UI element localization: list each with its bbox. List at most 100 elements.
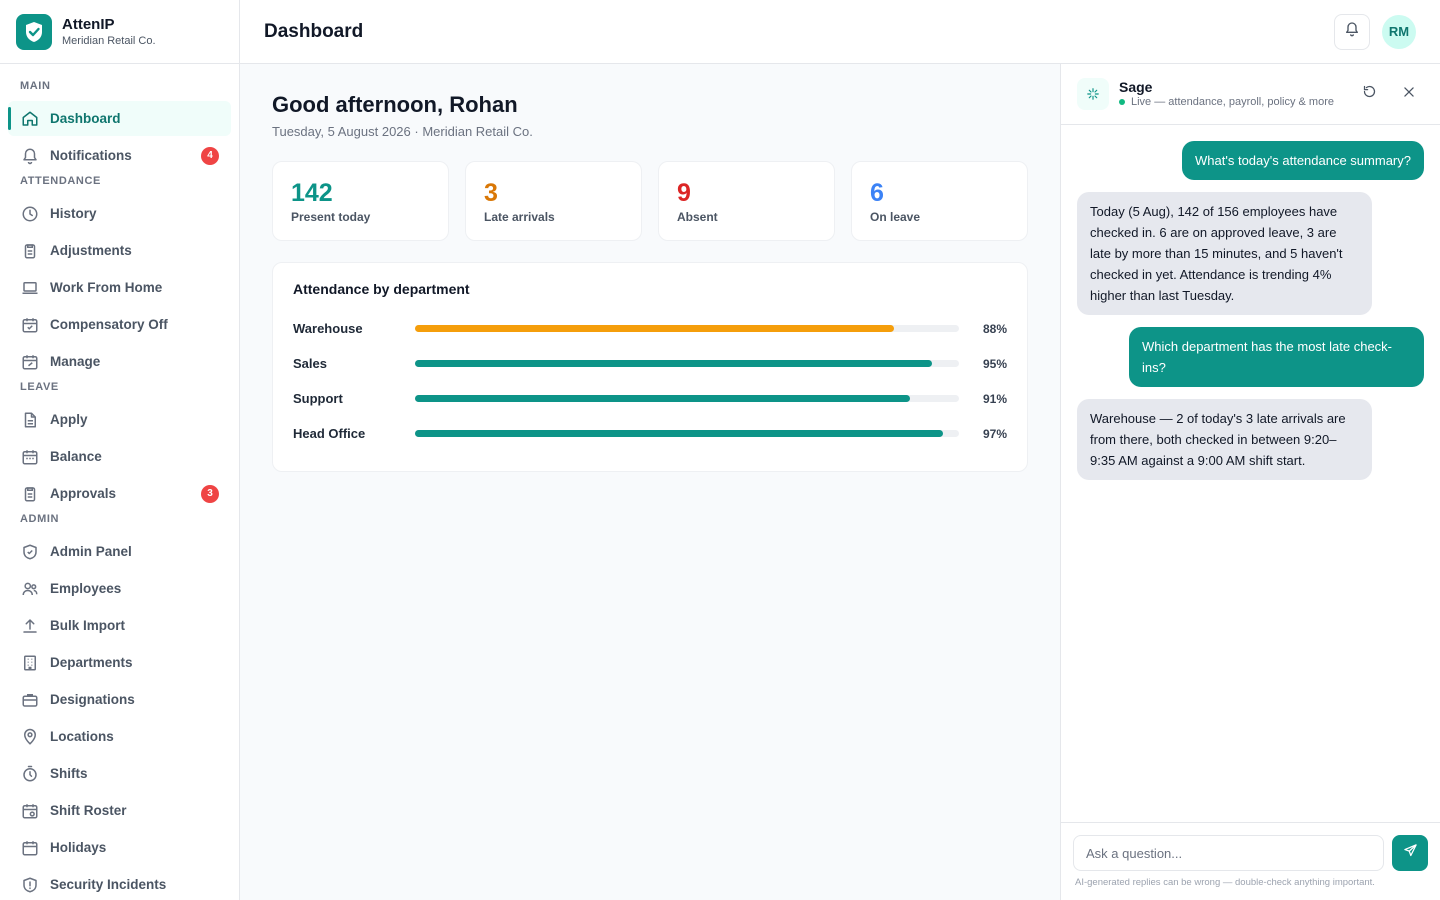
stat-value: 3 [484,179,498,207]
department-row: Sales 95% [293,346,1007,381]
sidebar-item-security-incidents[interactable]: Security Incidents [8,867,231,900]
calendar-clock-icon [20,801,40,821]
bell-icon [20,146,40,166]
nav-section-attendance: ATTENDANCE [20,175,101,187]
department-row: Head Office 97% [293,416,1007,451]
users-icon [20,579,40,599]
home-icon [20,109,40,129]
stat-label: Absent [677,210,718,224]
calendar-icon [20,447,40,467]
stat-value: 6 [870,179,884,207]
document-icon [20,410,40,430]
stat-label: On leave [870,210,921,224]
clipboard-icon [20,241,40,261]
date-subline: Tuesday, 5 August 2026 · Meridian Retail… [272,124,533,139]
progress-fill [415,360,932,367]
sidebar-item-label: Approvals [50,486,117,501]
assistant-name: Sage [1119,79,1153,95]
sidebar-item-shift-roster[interactable]: Shift Roster [8,793,231,828]
sidebar-item-employees[interactable]: Employees [8,571,231,606]
sidebar-item-dashboard[interactable]: Dashboard [8,101,231,136]
stat-card-present[interactable]: 142 Present today [272,161,449,241]
map-pin-icon [20,727,40,747]
nav-section-admin: ADMIN [20,513,60,525]
sidebar-item-label: Holidays [50,840,107,855]
sidebar-item-label: Admin Panel [50,544,132,559]
user-message: What's today's attendance summary? [1182,141,1424,180]
brand-name: AttenIP [62,15,115,33]
stats-row: 142 Present today 3 Late arrivals 9 Abse… [272,161,1028,241]
assistant-header: Sage Live — attendance, payroll, policy … [1061,64,1440,125]
ai-disclaimer: AI-generated replies can be wrong — doub… [1075,877,1375,888]
calendar-check-icon [20,315,40,335]
sidebar-item-label: Adjustments [50,243,132,258]
close-icon [1402,85,1416,104]
sidebar-item-label: Departments [50,655,133,670]
stat-card-on-leave[interactable]: 6 On leave [851,161,1028,241]
sidebar-item-departments[interactable]: Departments [8,645,231,680]
timer-icon [20,764,40,784]
shield-alert-icon [20,875,40,895]
stat-card-late[interactable]: 3 Late arrivals [465,161,642,241]
stat-card-absent[interactable]: 9 Absent [658,161,835,241]
sidebar-item-label: Dashboard [50,111,121,126]
card-title: Attendance by department [293,281,470,297]
brand[interactable]: AttenIP Meridian Retail Co. [0,0,239,64]
sidebar-item-label: Work From Home [50,280,163,295]
main-content: Good afternoon, Rohan Tuesday, 5 August … [240,64,1060,900]
sidebar-item-designations[interactable]: Designations [8,682,231,717]
sidebar-item-shifts[interactable]: Shifts [8,756,231,791]
sidebar-item-work-from-home[interactable]: Work From Home [8,270,231,305]
send-icon [1403,843,1418,863]
sidebar-item-manage[interactable]: Manage [8,344,231,379]
sidebar-item-bulk-import[interactable]: Bulk Import [8,608,231,643]
user-message: Which department has the most late check… [1129,327,1424,387]
sidebar-item-adjustments[interactable]: Adjustments [8,233,231,268]
sidebar-item-label: Apply [50,412,88,427]
notifications-button[interactable] [1334,13,1370,50]
sidebar-item-locations[interactable]: Locations [8,719,231,754]
shield-check-icon [20,542,40,562]
message-list: What's today's attendance summary? Today… [1061,125,1440,508]
assistant-message: Warehouse — 2 of today's 3 late arrivals… [1077,399,1372,480]
department-percent: 95% [982,356,1007,371]
chat-composer: AI-generated replies can be wrong — doub… [1061,822,1440,900]
progress-fill [415,395,911,402]
upload-icon [20,616,40,636]
assistant-message: Today (5 Aug), 142 of 156 employees have… [1077,192,1372,315]
sidebar-item-label: Bulk Import [50,618,126,633]
page-title: Dashboard [264,20,364,42]
sidebar-item-approvals[interactable]: Approvals 3 [8,476,231,511]
notification-count-badge: 4 [201,146,219,165]
sidebar-item-notifications[interactable]: Notifications 4 [8,138,231,173]
assistant-panel: Sage Live — attendance, payroll, policy … [1060,64,1440,900]
nav-section-main: MAIN [20,80,51,92]
sidebar-item-label: Locations [50,729,114,744]
chat-input[interactable] [1073,835,1384,871]
sidebar-item-balance[interactable]: Balance [8,439,231,474]
clock-icon [20,204,40,224]
department-percent: 91% [982,391,1007,406]
sidebar-item-admin-panel[interactable]: Admin Panel [8,534,231,569]
sidebar-item-history[interactable]: History [8,196,231,231]
approvals-count-badge: 3 [201,484,219,503]
send-button[interactable] [1392,835,1428,871]
close-panel-button[interactable] [1394,79,1424,109]
department-name: Head Office [293,426,366,441]
stat-value: 142 [291,179,333,207]
sidebar-item-label: Security Incidents [50,877,167,892]
sidebar-item-holidays[interactable]: Holidays [8,830,231,865]
avatar[interactable]: RM [1382,14,1416,49]
bell-icon [1344,21,1360,42]
progress-fill [415,325,894,332]
department-row: Warehouse 88% [293,311,1007,346]
department-name: Warehouse [293,321,363,336]
sidebar-item-compensatory-off[interactable]: Compensatory Off [8,307,231,342]
sidebar-item-label: Notifications [50,148,132,163]
building-icon [20,653,40,673]
reset-chat-button[interactable] [1354,79,1384,109]
sidebar-item-apply[interactable]: Apply [8,402,231,437]
assistant-status-text: Live — attendance, payroll, policy & mor… [1131,96,1334,108]
sidebar-item-label: Shift Roster [50,803,127,818]
live-status-dot [1119,99,1125,105]
